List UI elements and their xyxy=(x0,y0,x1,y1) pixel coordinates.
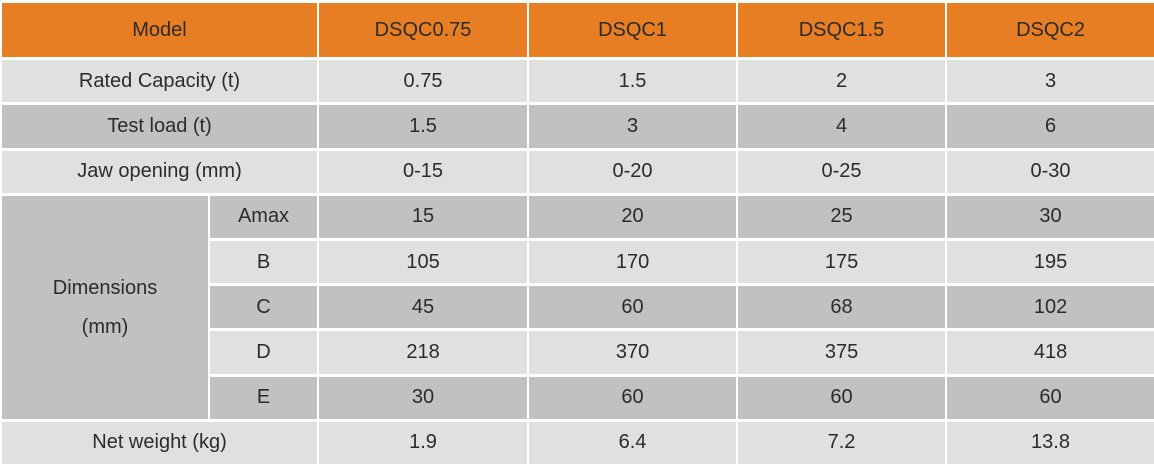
dimension-sub-label: E xyxy=(207,373,320,422)
row-label: Jaw opening (mm) xyxy=(0,147,320,196)
table-row-dimension-b: B 105 170 175 195 xyxy=(1,237,1154,287)
cell-value: 4 xyxy=(736,102,948,151)
dimension-sub-label: C xyxy=(207,283,320,332)
cell-value: 375 xyxy=(736,328,948,377)
cell-value: 60 xyxy=(527,283,739,332)
cell-value: 20 xyxy=(527,192,739,241)
cell-value: 0-15 xyxy=(317,147,530,196)
row-label: Net weight (kg) xyxy=(0,418,320,467)
cell-value: 102 xyxy=(945,283,1154,332)
cell-value: 45 xyxy=(317,283,530,332)
cell-value: 1.5 xyxy=(317,102,530,151)
cell-value: 1.9 xyxy=(317,418,530,467)
table-row-test-load: Test load (t) 1.5 3 4 6 xyxy=(0,102,1154,151)
cell-value: 218 xyxy=(317,328,530,377)
table-row-dimension-amax: Dimensions (mm) Amax 15 20 25 30 xyxy=(0,192,1154,422)
cell-value: 15 xyxy=(317,192,530,241)
cell-value: 30 xyxy=(945,192,1154,241)
cell-value: 0-30 xyxy=(945,147,1154,196)
header-row: Model DSQC0.75 DSQC1 DSQC1.5 DSQC2 xyxy=(0,0,1154,61)
cell-value: 25 xyxy=(736,192,948,241)
table-row-dimension-e: E 30 60 60 60 xyxy=(1,373,1154,422)
cell-value: 1.5 xyxy=(527,57,739,106)
cell-value: 30 xyxy=(317,373,530,422)
dimensions-group-line1: Dimensions xyxy=(52,276,158,299)
table-row-jaw-opening: Jaw opening (mm) 0-15 0-20 0-25 0-30 xyxy=(0,147,1154,196)
dimensions-group-line2: (mm) xyxy=(81,315,129,338)
cell-value: 60 xyxy=(736,373,948,422)
column-header-dsqc075: DSQC0.75 xyxy=(317,0,530,61)
cell-value: 13.8 xyxy=(945,418,1154,467)
table-row-net-weight: Net weight (kg) 1.9 6.4 7.2 13.8 xyxy=(0,418,1154,467)
cell-value: 170 xyxy=(527,237,739,287)
row-label: Rated Capacity (t) xyxy=(0,57,320,106)
cell-value: 0.75 xyxy=(317,57,530,106)
cell-value: 418 xyxy=(945,328,1154,377)
cell-value: 0-20 xyxy=(527,147,739,196)
table-row-dimension-d: D 218 370 375 418 xyxy=(1,328,1154,377)
table-row-rated-capacity: Rated Capacity (t) 0.75 1.5 2 3 xyxy=(0,57,1154,106)
cell-value: 370 xyxy=(527,328,739,377)
cell-value: 3 xyxy=(527,102,739,151)
dimension-sub-label: Amax xyxy=(207,192,320,241)
cell-value: 175 xyxy=(736,237,948,287)
cell-value: 60 xyxy=(945,373,1154,422)
cell-value: 105 xyxy=(317,237,530,287)
cell-value: 195 xyxy=(945,237,1154,287)
dimension-sub-label: B xyxy=(207,237,320,287)
column-header-dsqc2: DSQC2 xyxy=(945,0,1154,61)
dimension-sub-label: D xyxy=(207,328,320,377)
column-header-dsqc15: DSQC1.5 xyxy=(736,0,948,61)
cell-value: 7.2 xyxy=(736,418,948,467)
cell-value: 68 xyxy=(736,283,948,332)
cell-value: 2 xyxy=(736,57,948,106)
column-header-model: Model xyxy=(0,0,320,61)
dimensions-group-label: Dimensions (mm) xyxy=(0,192,210,422)
column-header-dsqc1: DSQC1 xyxy=(527,0,739,61)
cell-value: 60 xyxy=(527,373,739,422)
cell-value: 6.4 xyxy=(527,418,739,467)
table-row-dimension-c: C 45 60 68 102 xyxy=(1,283,1154,332)
cell-value: 6 xyxy=(945,102,1154,151)
cell-value: 3 xyxy=(945,57,1154,106)
cell-value: 0-25 xyxy=(736,147,948,196)
row-label: Test load (t) xyxy=(0,102,320,151)
